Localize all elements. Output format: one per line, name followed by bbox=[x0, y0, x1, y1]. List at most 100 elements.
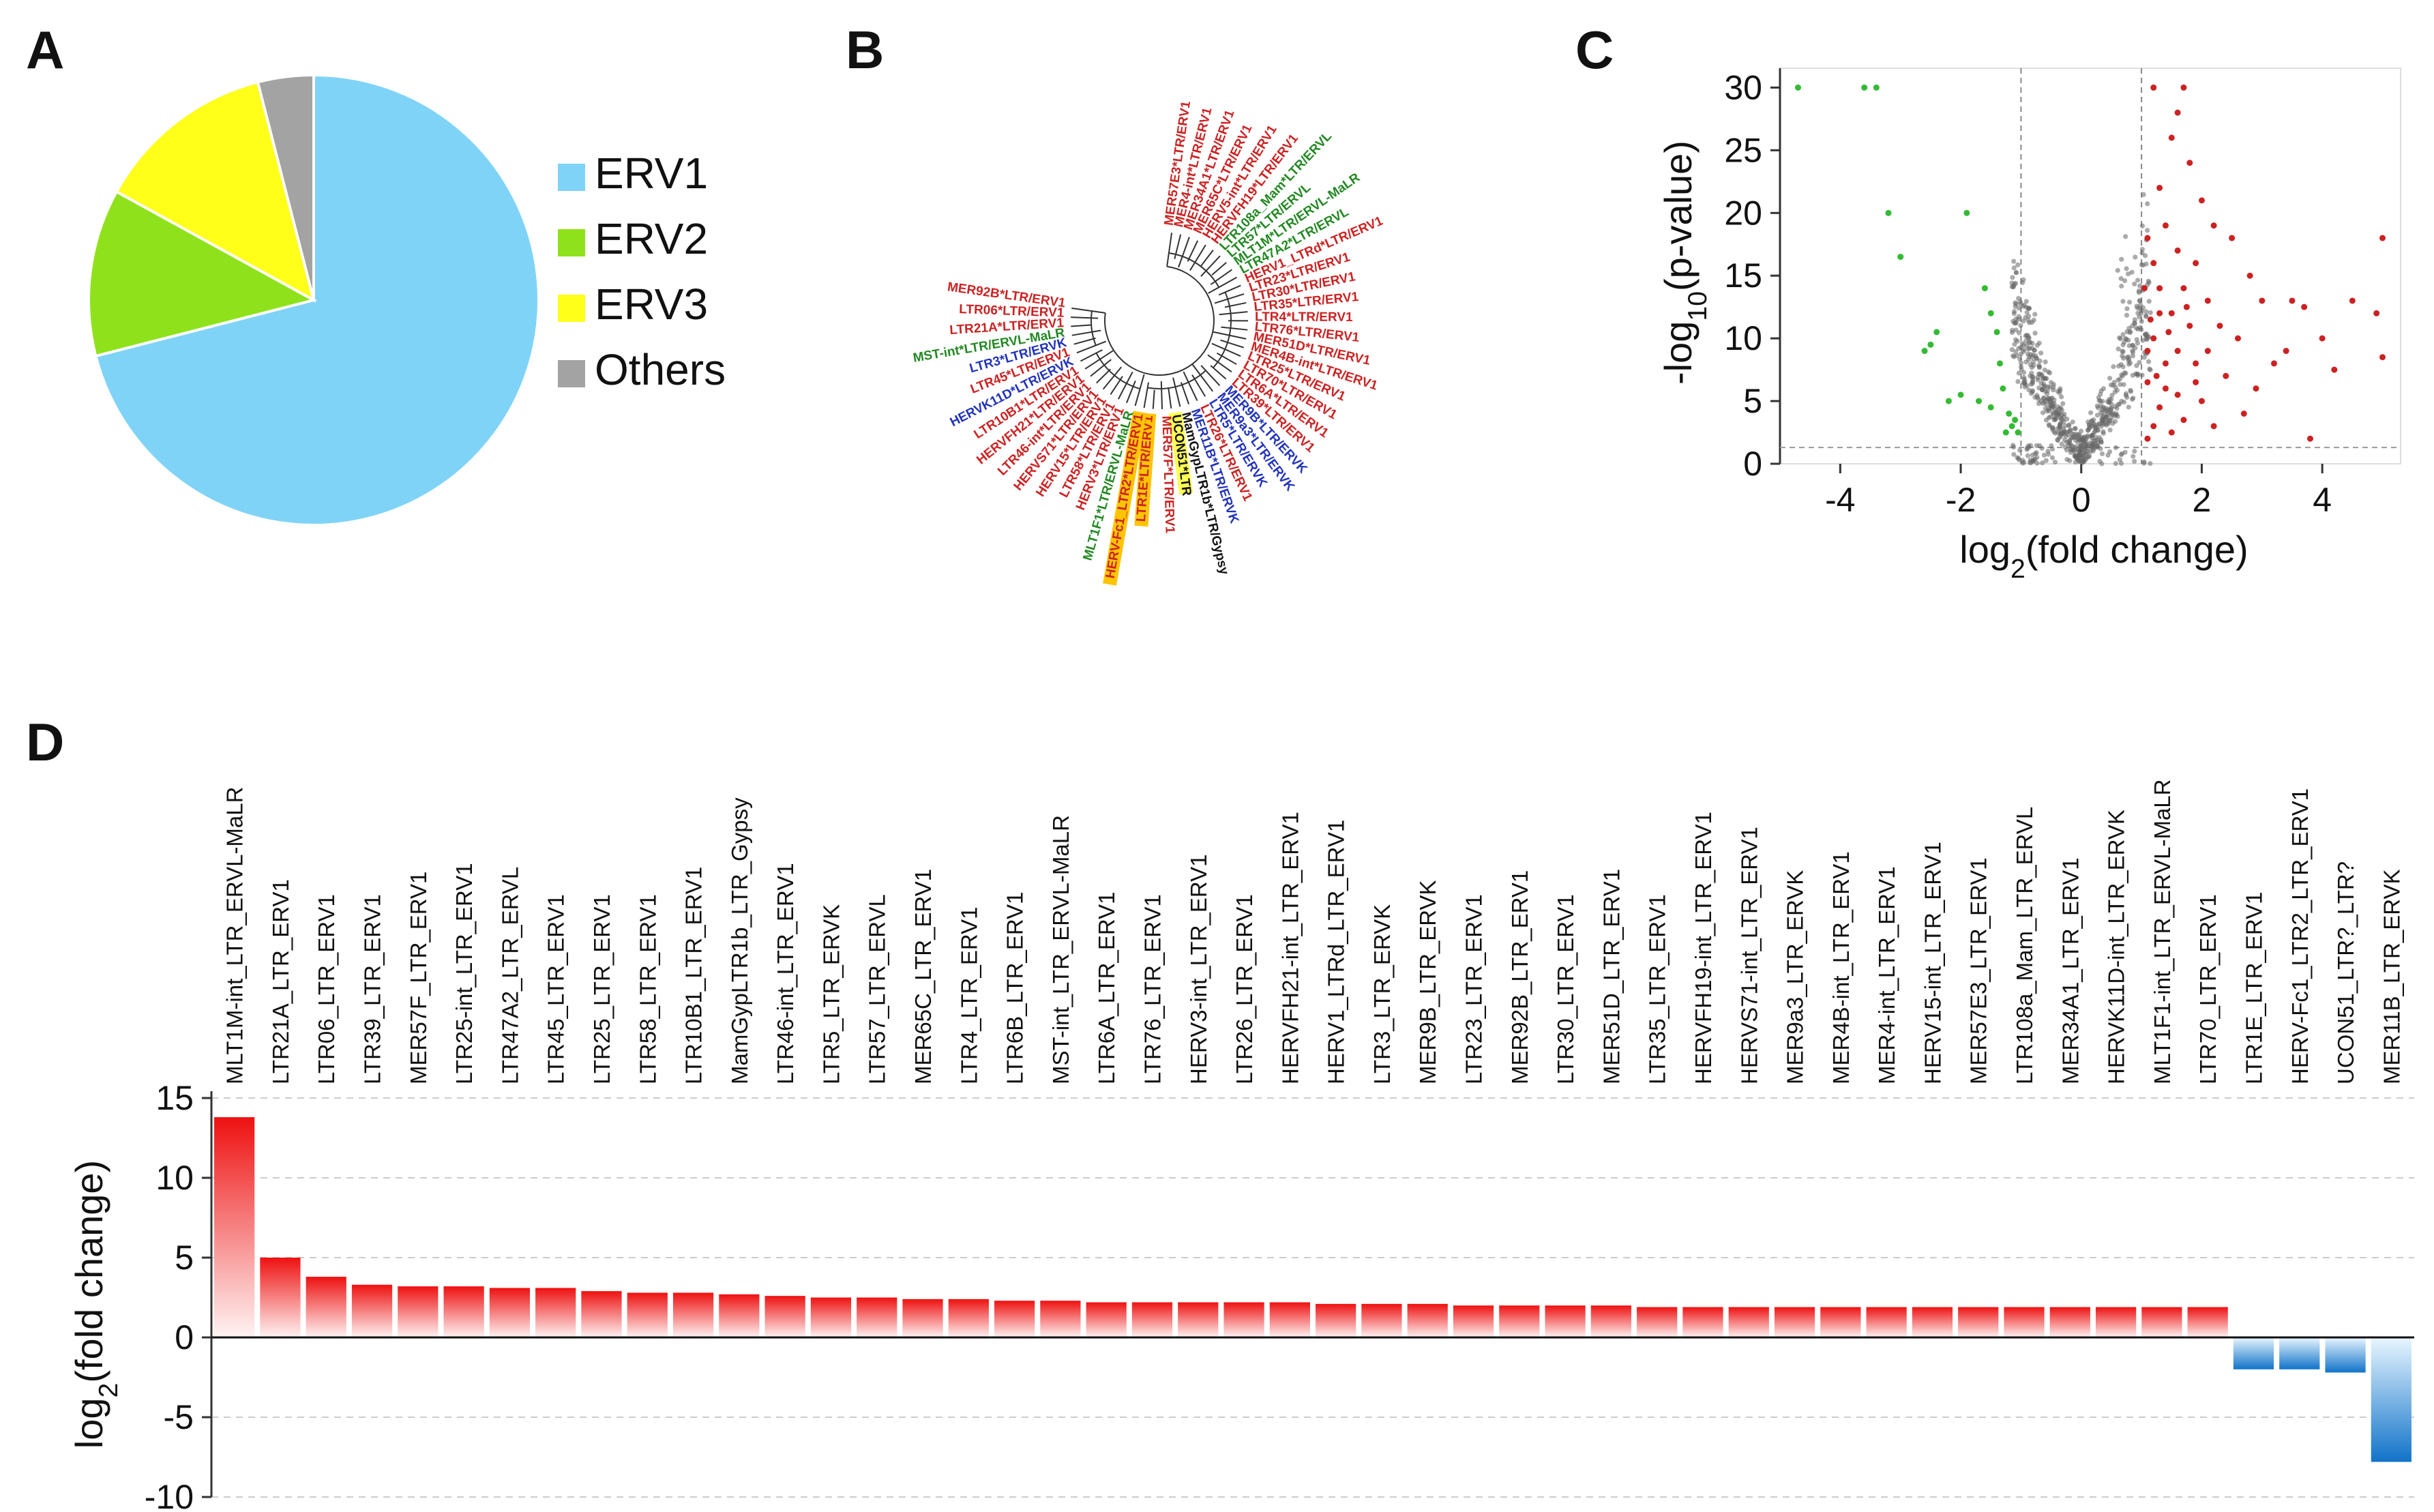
y-tick-label: 10 bbox=[1724, 319, 1762, 357]
ns-point bbox=[2020, 303, 2026, 309]
tree-leaf-label: LTR4*LTR/ERV1 bbox=[1255, 310, 1353, 324]
ns-point bbox=[2119, 283, 2124, 289]
ns-point bbox=[2115, 267, 2120, 273]
bar-24 bbox=[1316, 1303, 1356, 1337]
ns-point bbox=[2013, 327, 2019, 333]
ns-point bbox=[2098, 424, 2104, 429]
bar-label-7: LTR45_LTR_ERV1 bbox=[544, 894, 569, 1084]
ns-point bbox=[2024, 310, 2030, 315]
bar-label-43: LTR70_LTR_ERV1 bbox=[2195, 894, 2221, 1084]
up-point bbox=[2234, 335, 2241, 342]
down-point bbox=[1921, 348, 1928, 355]
bar-label-27: LTR23_LTR_ERV1 bbox=[1461, 894, 1487, 1084]
ns-point bbox=[2057, 406, 2062, 411]
y-axis-title-group: -log10(p-value) bbox=[1657, 140, 1712, 385]
ns-point bbox=[2121, 400, 2127, 405]
ns-point bbox=[2060, 401, 2066, 406]
ns-point bbox=[2044, 402, 2049, 407]
tree-branch bbox=[1208, 276, 1237, 294]
bar-40 bbox=[2049, 1307, 2090, 1337]
bar-label-38: MER57E3_LTR_ERV1 bbox=[1966, 857, 1991, 1084]
bar-0 bbox=[214, 1117, 255, 1337]
ns-point bbox=[2023, 314, 2028, 321]
tree-leaf: LTR4*LTR/ERV1 bbox=[1255, 310, 1353, 324]
up-point bbox=[2289, 297, 2296, 304]
legend-swatch-erv1 bbox=[558, 164, 585, 191]
ns-point bbox=[2055, 411, 2061, 417]
up-point bbox=[2186, 323, 2193, 329]
ns-point bbox=[2135, 310, 2141, 316]
pie-slice-erv2 bbox=[87, 190, 318, 358]
tree-branch bbox=[1117, 371, 1133, 400]
ns-point bbox=[2015, 262, 2021, 267]
tree-branch bbox=[1200, 255, 1221, 277]
ns-point bbox=[2113, 404, 2118, 409]
ns-point bbox=[2132, 281, 2137, 286]
y-axis-title-group: log2(fold change) bbox=[68, 1160, 123, 1449]
tree-branch bbox=[1172, 377, 1181, 407]
ns-point bbox=[2090, 421, 2096, 426]
ns-point bbox=[2026, 445, 2032, 450]
ns-point bbox=[2106, 400, 2112, 405]
ns-point bbox=[2040, 460, 2045, 466]
ns-point bbox=[2023, 299, 2029, 304]
bar-6 bbox=[489, 1288, 531, 1337]
ns-point bbox=[2128, 389, 2134, 394]
bar-label-17: LTR6B_LTR_ERV1 bbox=[1003, 892, 1028, 1084]
tree-branch bbox=[1218, 284, 1241, 296]
down-point bbox=[1861, 84, 1868, 91]
ns-point bbox=[2133, 345, 2138, 351]
ns-point bbox=[2135, 278, 2141, 283]
ns-point bbox=[2134, 363, 2139, 368]
up-point bbox=[2193, 360, 2199, 367]
ns-point bbox=[2029, 370, 2034, 376]
ns-point bbox=[2077, 444, 2082, 449]
tree-branch bbox=[1071, 316, 1099, 319]
ns-point bbox=[2050, 425, 2055, 430]
ns-point bbox=[2110, 412, 2116, 417]
ns-point bbox=[2099, 451, 2105, 456]
ns-point bbox=[2059, 394, 2064, 400]
y-tick-label: 25 bbox=[1724, 131, 1762, 169]
up-point bbox=[2210, 222, 2217, 229]
bar-label-16: LTR4_LTR_ERV1 bbox=[956, 907, 981, 1084]
ns-point bbox=[2133, 254, 2138, 260]
ns-point bbox=[2039, 373, 2045, 379]
y-tick-label: 15 bbox=[155, 1079, 194, 1117]
up-point bbox=[2144, 379, 2151, 385]
ns-point bbox=[2062, 431, 2067, 436]
bar-45 bbox=[2279, 1337, 2320, 1369]
bar-32 bbox=[1682, 1307, 1723, 1337]
ns-point bbox=[2132, 448, 2137, 454]
bar-21 bbox=[1178, 1302, 1219, 1337]
ns-point bbox=[2010, 443, 2016, 448]
y-axis-title: -log10(p-value) bbox=[1657, 140, 1712, 385]
bar-label-15: MER65C_LTR_ERV1 bbox=[910, 869, 936, 1084]
ns-point bbox=[2107, 376, 2113, 381]
ns-point bbox=[2066, 432, 2071, 438]
bar-25 bbox=[1361, 1303, 1402, 1337]
ns-point bbox=[2088, 433, 2094, 439]
ns-point bbox=[2090, 448, 2096, 454]
ns-point bbox=[2015, 316, 2021, 322]
ns-point bbox=[2028, 391, 2034, 396]
bar-46 bbox=[2325, 1337, 2366, 1373]
down-point bbox=[2006, 410, 2013, 417]
ns-point bbox=[2051, 410, 2056, 416]
ns-point bbox=[2039, 445, 2045, 451]
ns-point bbox=[2077, 448, 2082, 454]
ns-point bbox=[2042, 367, 2047, 373]
bar-38 bbox=[1958, 1307, 1999, 1337]
ns-point bbox=[2112, 419, 2118, 424]
tree-leaf-highlight bbox=[1168, 411, 1193, 495]
ns-point bbox=[2051, 397, 2057, 402]
ns-point bbox=[2034, 342, 2040, 348]
ns-point bbox=[2092, 428, 2098, 434]
bar-label-23: HERVFH21-int_LTR_ERV1 bbox=[1277, 812, 1303, 1084]
down-point bbox=[2012, 417, 2019, 424]
bar-label-8: LTR25_LTR_ERV1 bbox=[589, 894, 614, 1084]
bar-label-33: HERVS71-int_LTR_ERV1 bbox=[1736, 827, 1762, 1084]
down-point bbox=[1933, 329, 1940, 336]
bar-label-32: HERVFH19-int_LTR_ERV1 bbox=[1691, 812, 1716, 1084]
ns-point bbox=[2140, 263, 2146, 268]
